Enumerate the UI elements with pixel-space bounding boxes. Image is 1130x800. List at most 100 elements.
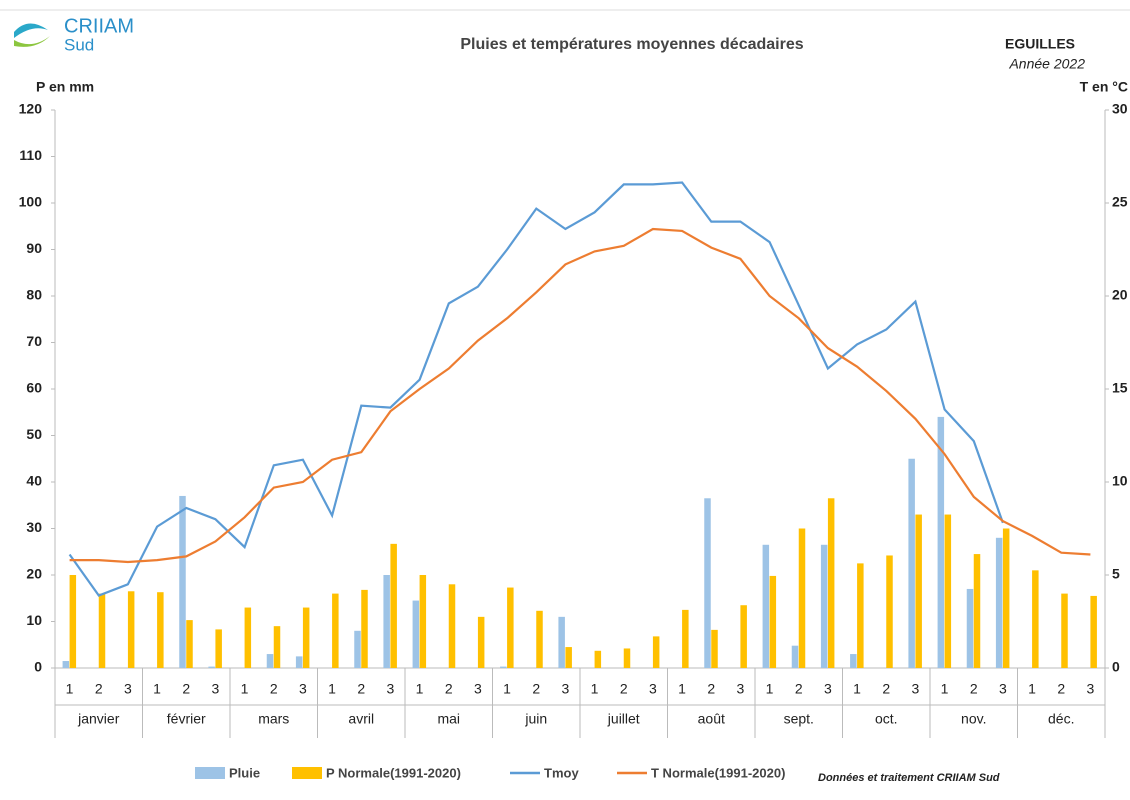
bar (215, 629, 222, 668)
bar (536, 610, 543, 668)
month-label: août (698, 711, 725, 727)
bar (937, 416, 945, 668)
bar (594, 650, 602, 668)
bar (966, 588, 974, 668)
x-tick-label: 2 (95, 681, 103, 697)
x-tick-label: 3 (474, 681, 482, 697)
bar (827, 498, 835, 668)
y-tick-label: 40 (26, 473, 42, 489)
y2-tick-label: 25 (1112, 194, 1128, 210)
x-tick-label: 3 (387, 681, 395, 697)
y-tick-label: 70 (26, 333, 42, 349)
y-tick-label: 30 (26, 519, 42, 535)
bar (448, 584, 456, 668)
legend-label: Pluie (229, 765, 260, 780)
x-tick-label: 3 (999, 681, 1007, 697)
bar (791, 645, 799, 668)
bar (354, 630, 361, 668)
bar (157, 592, 164, 668)
month-label: nov. (961, 711, 986, 727)
bar (886, 555, 893, 668)
legend-swatch (195, 767, 225, 779)
x-tick-label: 3 (1087, 681, 1095, 697)
bar (944, 514, 952, 668)
legend-label: T Normale(1991-2020) (651, 765, 785, 780)
bar (915, 514, 922, 668)
y2-tick-label: 0 (1112, 659, 1120, 675)
month-label: déc. (1048, 711, 1074, 727)
x-tick-label: 3 (912, 681, 920, 697)
x-tick-label: 1 (503, 681, 511, 697)
month-label: mars (258, 711, 289, 727)
bar (62, 661, 70, 668)
bar (565, 647, 572, 668)
x-tick-label: 3 (124, 681, 132, 697)
x-tick-label: 1 (678, 681, 686, 697)
logo: CRIIAM Sud (14, 15, 134, 54)
y-tick-label: 90 (26, 240, 42, 256)
bar (390, 543, 397, 668)
line (69, 227, 1091, 564)
month-label: juin (524, 711, 547, 727)
y-tick-label: 120 (19, 101, 43, 117)
bar (1032, 570, 1039, 668)
x-tick-label: 3 (212, 681, 220, 697)
bar (682, 609, 689, 668)
bar (412, 600, 420, 668)
y-tick-label: 10 (26, 612, 42, 628)
x-tick-label: 2 (620, 681, 628, 697)
x-tick-label: 2 (270, 681, 278, 697)
y2-tick-label: 20 (1112, 287, 1128, 303)
x-tick-label: 3 (299, 681, 307, 697)
x-tick-label: 1 (241, 681, 249, 697)
x-tick-label: 1 (328, 681, 336, 697)
bar (69, 575, 77, 668)
bar (332, 593, 339, 668)
x-tick-label: 1 (153, 681, 161, 697)
y2-tick-label: 15 (1112, 380, 1128, 396)
logo-sub: Sud (64, 35, 94, 54)
month-label: avril (348, 711, 374, 727)
y-tick-label: 80 (26, 287, 42, 303)
x-tick-label: 2 (1057, 681, 1065, 697)
x-tick-label: 3 (824, 681, 832, 697)
x-tick-label: 1 (1028, 681, 1036, 697)
x-tick-label: 1 (941, 681, 949, 697)
logo-text: CRIIAM (64, 15, 134, 37)
bar (850, 654, 857, 668)
bar (361, 589, 368, 668)
x-tick-label: 1 (853, 681, 861, 697)
x-tick-label: 1 (66, 681, 74, 697)
bar (186, 620, 193, 668)
bar (98, 593, 106, 668)
y2-tick-label: 10 (1112, 473, 1128, 489)
y-tick-label: 110 (19, 147, 42, 163)
month-label: juillet (607, 711, 640, 727)
bar (244, 607, 252, 668)
x-tick-label: 2 (882, 681, 890, 697)
bar (798, 528, 806, 668)
x-tick-label: 2 (357, 681, 365, 697)
bar (383, 575, 390, 668)
y2-tick-label: 30 (1112, 101, 1128, 117)
month-label: sept. (784, 711, 814, 727)
legend-label: P Normale(1991-2020) (326, 765, 461, 780)
bar (295, 656, 303, 668)
bar (208, 666, 215, 668)
x-tick-label: 3 (649, 681, 657, 697)
x-tick-label: 3 (562, 681, 570, 697)
x-tick-label: 2 (182, 681, 190, 697)
y-tick-label: 50 (26, 426, 42, 442)
bar (273, 626, 281, 668)
bar (500, 666, 507, 668)
bar (652, 636, 660, 668)
month-label: janvier (77, 711, 120, 727)
month-label: oct. (875, 711, 898, 727)
bar (419, 575, 427, 668)
month-label: mai (437, 711, 460, 727)
x-tick-label: 2 (707, 681, 715, 697)
source: Données et traitement CRIIAM Sud (818, 772, 1000, 784)
bar (973, 554, 981, 668)
bar (507, 587, 514, 668)
